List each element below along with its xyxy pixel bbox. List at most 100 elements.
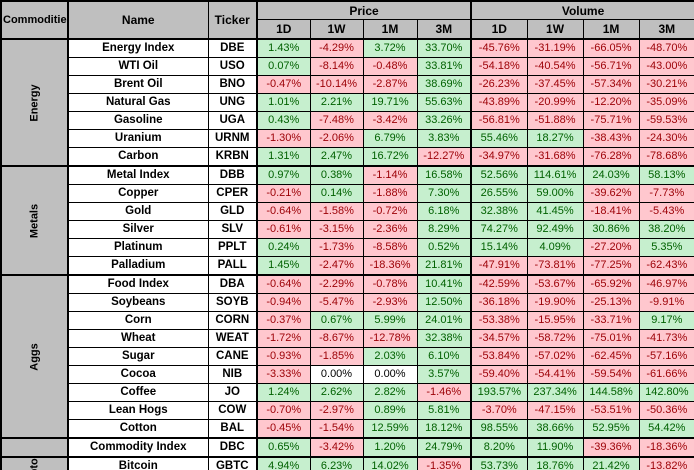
- commodity-ticker: PPLT: [207, 238, 258, 257]
- value-cell: 14.02%: [362, 456, 418, 470]
- value-cell: 6.23%: [309, 456, 364, 470]
- value-cell: 8.29%: [416, 220, 472, 239]
- value-cell: -8.67%: [309, 329, 364, 348]
- value-cell: 24.01%: [416, 311, 472, 330]
- value-cell: -43.00%: [638, 57, 694, 76]
- group-label-aggs: Aggs: [0, 274, 69, 439]
- value-cell: 33.81%: [416, 57, 472, 76]
- group-label-crypto: Crypto: [0, 456, 69, 470]
- value-cell: -37.45%: [526, 75, 584, 94]
- value-cell: -0.64%: [256, 274, 311, 294]
- commodity-name: Uranium: [67, 129, 209, 148]
- value-cell: -0.47%: [256, 75, 311, 94]
- value-cell: 41.45%: [526, 202, 584, 221]
- value-cell: -20.99%: [526, 93, 584, 112]
- price-period-1m: 1M: [362, 19, 418, 40]
- value-cell: 5.99%: [362, 311, 418, 330]
- commodity-ticker: COW: [207, 401, 258, 420]
- value-cell: 18.27%: [526, 129, 584, 148]
- commodity-ticker: CANE: [207, 347, 258, 366]
- value-cell: -43.89%: [470, 93, 528, 112]
- value-cell: -3.70%: [470, 401, 528, 420]
- table-row: CryptoBitcoinGBTC4.94%6.23%14.02%-1.35%5…: [0, 456, 694, 470]
- table-row: Energy Energy Index DBE 1.43% -4.29% 3.72% 33.…: [0, 38, 694, 167]
- value-cell: 193.57%: [470, 383, 528, 402]
- commodity-name: Food Index: [67, 274, 209, 294]
- value-cell: -1.14%: [362, 165, 418, 185]
- value-cell: 2.03%: [362, 347, 418, 366]
- value-cell: -61.66%: [638, 365, 694, 384]
- commodity-ticker: WEAT: [207, 329, 258, 348]
- value-cell: 0.65%: [256, 437, 311, 458]
- value-cell: 92.49%: [526, 220, 584, 239]
- table-row: Carbon KRBN 1.31% 2.47% 16.72% -12.27% -34.97%…: [1, 147, 694, 167]
- value-cell: -1.35%: [416, 456, 472, 470]
- commodity-name: Palladium: [67, 256, 209, 276]
- value-cell: -12.27%: [416, 147, 472, 167]
- table-row: Cocoa NIB -3.33% 0.00% 0.00% 3.57% -59.40% -54.…: [1, 365, 694, 384]
- value-cell: 0.52%: [416, 238, 472, 257]
- value-cell: -1.88%: [362, 184, 418, 203]
- value-cell: 21.42%: [582, 456, 640, 470]
- value-cell: 0.67%: [309, 311, 364, 330]
- value-cell: -36.18%: [470, 293, 528, 312]
- value-cell: -18.36%: [638, 437, 694, 458]
- value-cell: -46.97%: [638, 274, 694, 294]
- value-cell: 18.76%: [526, 456, 584, 470]
- value-cell: 24.79%: [416, 437, 472, 458]
- commodity-name: Wheat: [67, 329, 209, 348]
- value-cell: 12.50%: [416, 293, 472, 312]
- table-row: Uranium URNM -1.30% -2.06% 6.79% 3.83% 55.46% 1…: [1, 129, 694, 148]
- value-cell: -56.81%: [470, 111, 528, 130]
- value-cell: 21.81%: [416, 256, 472, 276]
- value-cell: -0.45%: [256, 419, 311, 439]
- value-cell: 0.07%: [256, 57, 311, 76]
- value-cell: 30.86%: [582, 220, 640, 239]
- value-cell: 0.24%: [256, 238, 311, 257]
- value-cell: -77.25%: [582, 256, 640, 276]
- group-label-energy: Energy: [0, 38, 69, 167]
- commodity-name: Gold: [67, 202, 209, 221]
- commodity-name: Corn: [67, 311, 209, 330]
- value-cell: -34.97%: [470, 147, 528, 167]
- value-cell: -0.64%: [256, 202, 311, 221]
- price-period-3m: 3M: [416, 19, 472, 40]
- price-period-1w: 1W: [309, 19, 364, 40]
- value-cell: -59.54%: [582, 365, 640, 384]
- value-cell: -2.29%: [309, 274, 364, 294]
- value-cell: -54.41%: [526, 365, 584, 384]
- commodity-ticker: UGA: [207, 111, 258, 130]
- value-cell: -12.20%: [582, 93, 640, 112]
- commodity-name: Metal Index: [67, 165, 209, 185]
- value-cell: 237.34%: [526, 383, 584, 402]
- value-cell: 2.47%: [309, 147, 364, 167]
- commodity-ticker: JO: [207, 383, 258, 402]
- commodity-name: Coffee: [67, 383, 209, 402]
- value-cell: 38.66%: [526, 419, 584, 439]
- value-cell: 7.30%: [416, 184, 472, 203]
- commodity-name: Natural Gas: [67, 93, 209, 112]
- commodity-name: WTI Oil: [67, 57, 209, 76]
- value-cell: 0.14%: [309, 184, 364, 203]
- value-cell: -8.14%: [309, 57, 364, 76]
- volume-period-1m: 1M: [582, 19, 640, 40]
- table-row: Gasoline UGA 0.43% -7.48% -3.42% 33.26% -56.81…: [1, 111, 694, 130]
- commodity-name: Carbon: [67, 147, 209, 167]
- value-cell: -15.95%: [526, 311, 584, 330]
- value-cell: 10.41%: [416, 274, 472, 294]
- value-cell: 38.69%: [416, 75, 472, 94]
- commodity-ticker: USO: [207, 57, 258, 76]
- value-cell: -24.30%: [638, 129, 694, 148]
- volume-period-1d: 1D: [470, 19, 528, 40]
- value-cell: 144.58%: [582, 383, 640, 402]
- value-cell: 2.82%: [362, 383, 418, 402]
- value-cell: 0.38%: [309, 165, 364, 185]
- value-cell: 4.94%: [256, 456, 311, 470]
- period-header-row: 1D 1W 1M 3M 1D 1W 1M 3M: [1, 19, 694, 40]
- value-cell: -18.36%: [362, 256, 418, 276]
- value-cell: -59.53%: [638, 111, 694, 130]
- value-cell: -8.58%: [362, 238, 418, 257]
- value-cell: 52.95%: [582, 419, 640, 439]
- value-cell: 98.55%: [470, 419, 528, 439]
